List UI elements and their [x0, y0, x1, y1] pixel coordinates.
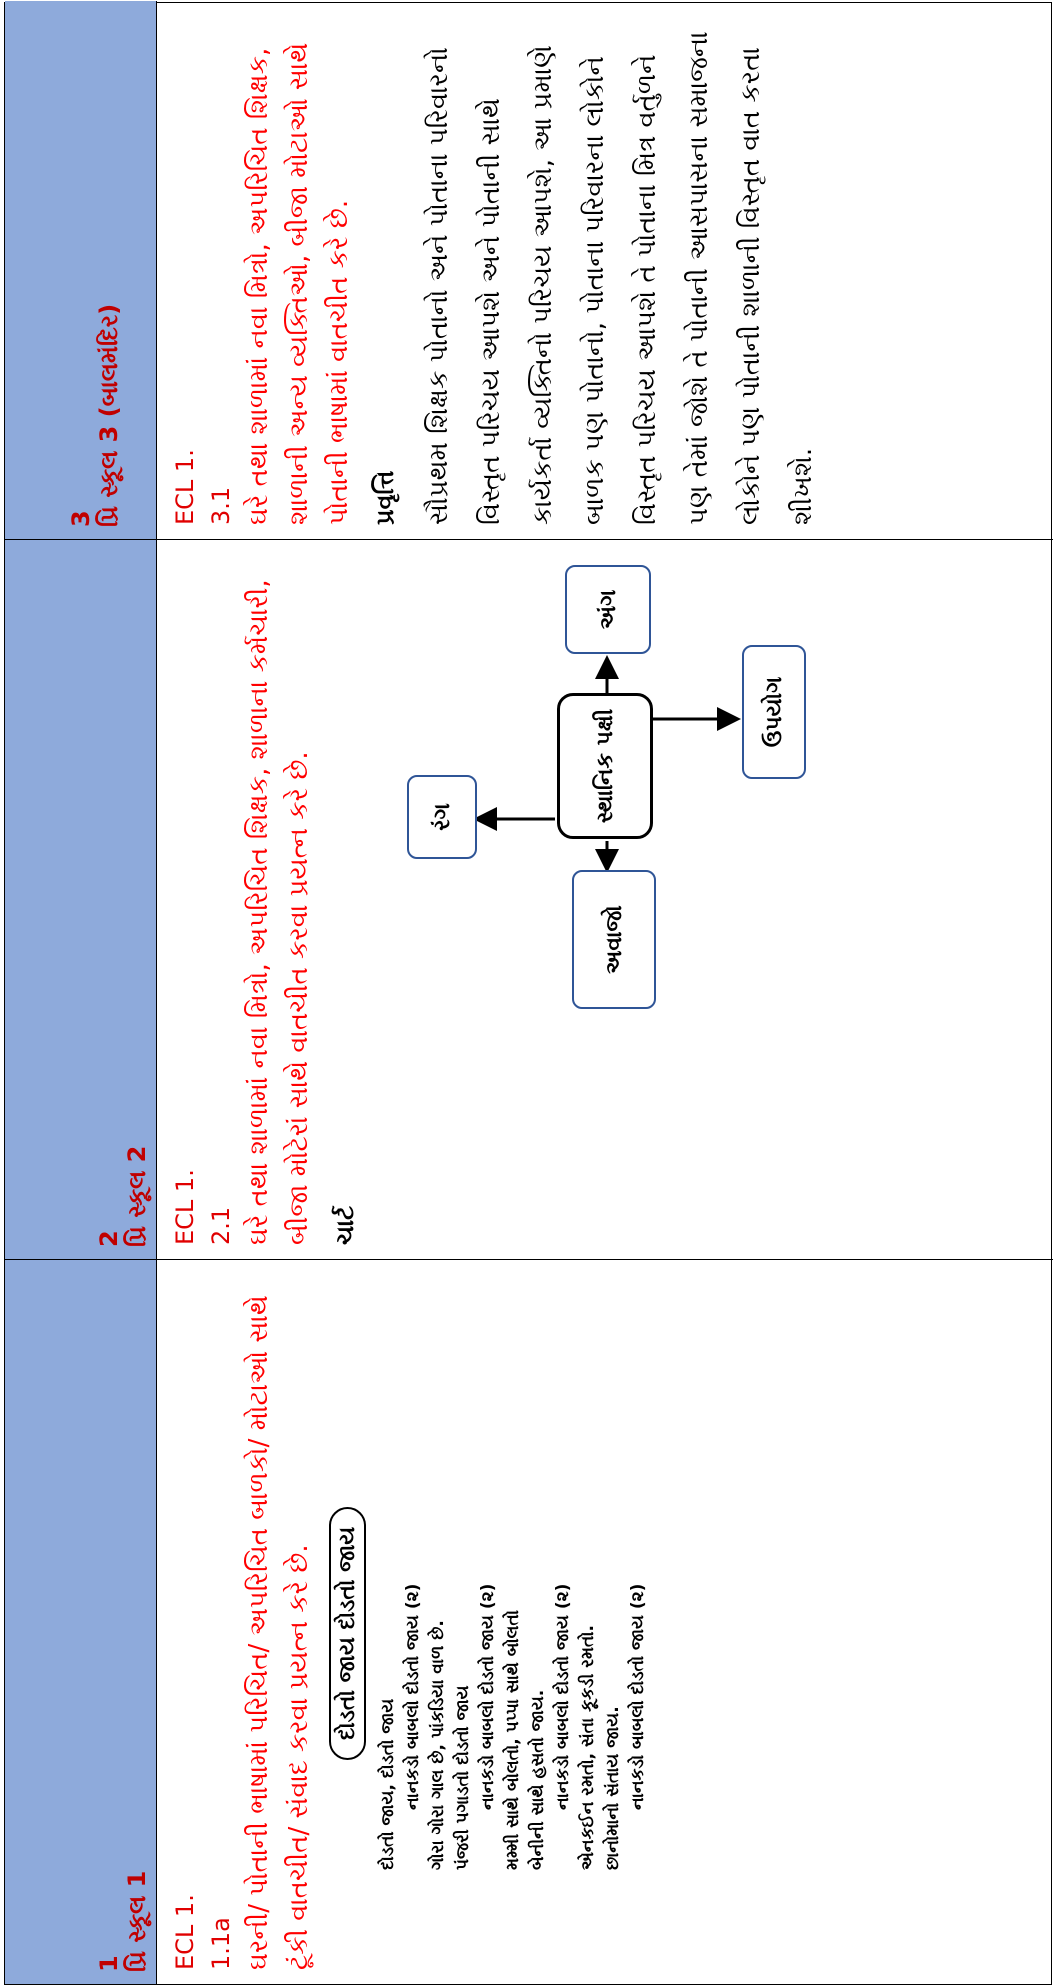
header-cell: 1 પ્રિ સ્કૂલ 1 — [5, 1259, 157, 1984]
poem-line: નાનકડો બાબલો દોડતો જાય (૨) — [403, 1583, 423, 1810]
diagram-arrows — [473, 655, 741, 873]
column-number: 2 — [95, 1230, 123, 1247]
poem-line: એનકઈન રમતો, સંતા કૂકડી રમતો. — [578, 1624, 598, 1870]
label: પ્રવૃત્તિ — [371, 470, 399, 525]
subcode: 3.1 — [207, 486, 235, 525]
outcome: ઘરની/ પોતાની ભાષામાં પરિચિત/ અપરિચિત બાળ… — [244, 1295, 314, 1970]
poem-line: બેનીની સાથે હસતો જાય. — [528, 1689, 548, 1870]
body-cell: ECL 1. 2.1 ઘરે તથા શાળામાં નવા મિત્રો, અ… — [157, 539, 1053, 1259]
diagram-node: અવાજો — [572, 870, 656, 1009]
column-title: પ્રિ સ્કૂલ 3 (બાલમંદિર) — [95, 303, 123, 527]
diagram-node: અંગ — [565, 565, 651, 654]
code: ECL 1. — [171, 1894, 199, 1970]
outcome: ઘરે તથા શાળામાં નવા મિત્રો, અપરિચિત શિક્… — [244, 42, 354, 525]
column-number: 1 — [95, 1955, 123, 1972]
subcode: 1.1a — [207, 1917, 235, 1970]
poem-title: દોડતો જાય દોડતો જાય — [329, 1506, 366, 1760]
body-cell: ECL 1. 1.1a ઘરની/ પોતાની ભાષામાં પરિચિત/… — [157, 1259, 1053, 1984]
table: 1 પ્રિ સ્કૂલ 1 2 પ્રિ સ્કૂલ 2 3 પ્રિ સ્કૂલ … — [4, 1, 1053, 1985]
poem: દોડતો જાય દોડતો જાય દોડતો જાય, દોડતો જાય… — [329, 1274, 651, 1870]
column-title: પ્રિ સ્કૂલ 1 — [123, 1870, 151, 1972]
poem-line: નાનકડો બાબલો દોડતો જાય (૨) — [553, 1583, 573, 1810]
header-cell: 2 પ્રિ સ્કૂલ 2 — [5, 539, 157, 1259]
poem-line: દોડતો જાય, દોડતો જાય — [378, 1698, 398, 1870]
poem-line: નાનકડો બાબલો દોડતો જાય (૨) — [628, 1583, 648, 1810]
paragraph: સૌપ્રથમ શિક્ષક પોતાનો અને પોતાના પરિવારન… — [424, 31, 818, 525]
diagram-node: રંગ — [407, 775, 477, 859]
header-cell: 3 પ્રિ સ્કૂલ 3 (બાલમંદિર) — [5, 1, 157, 539]
poem-line: છાનોમાનો સંતાય જાય. — [603, 1706, 623, 1870]
diagram-center: સ્થાનિક પક્ષી — [557, 693, 653, 839]
column-number: 3 — [67, 510, 95, 527]
poem-line: મમ્મી સાથે બોલતો, પપ્પા સાથે બોલતો — [503, 1609, 523, 1870]
code: ECL 1. — [171, 449, 199, 525]
poem-line: નાનકડો બાબલો દોડતો જાય (૨) — [478, 1583, 498, 1810]
column-title: પ્રિ સ્કૂલ 2 — [123, 1145, 151, 1247]
body-cell: ECL 1. 3.1 ઘરે તથા શાળામાં નવા મિત્રો, અ… — [157, 1, 1053, 539]
diagram-node: ઉપયોગ — [742, 645, 806, 779]
poem-line: પંજરી પગાડતો દોડતો જાય — [453, 1685, 473, 1870]
poem-line: ગોરા ગોરા ગાલ છે, પાંકડિયા વાળ છે. — [428, 1620, 448, 1870]
